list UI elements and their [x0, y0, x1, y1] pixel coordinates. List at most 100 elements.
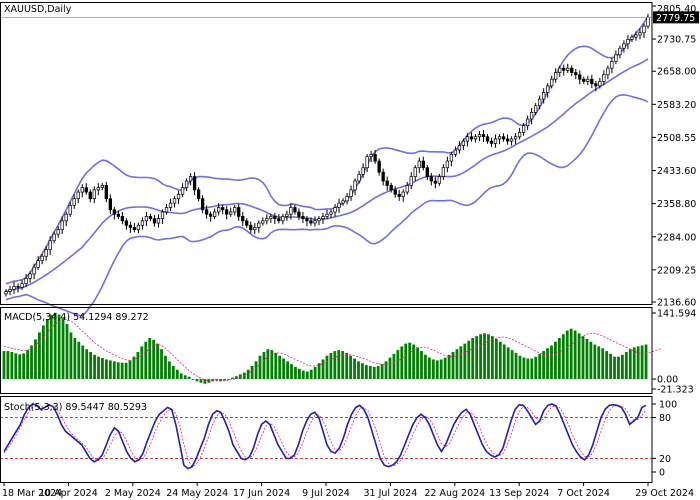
- macd-histogram-bar: [152, 339, 156, 380]
- price-tick-label: 2136.60: [657, 298, 696, 309]
- macd-histogram-bar: [585, 338, 589, 380]
- candle: [237, 207, 241, 217]
- macd-histogram-bar: [569, 328, 573, 380]
- macd-histogram-bar: [325, 355, 329, 380]
- macd-histogram-bar: [10, 351, 14, 380]
- macd-histogram-bar: [404, 343, 408, 380]
- macd-histogram-bar: [2, 351, 6, 380]
- candle: [221, 207, 225, 211]
- candle: [196, 189, 201, 200]
- candle: [542, 92, 546, 100]
- macd-histogram-bar: [400, 346, 404, 380]
- candle: [192, 176, 197, 191]
- macd-histogram-bar: [112, 361, 116, 380]
- macd-histogram-bar: [526, 358, 530, 380]
- candle: [245, 220, 249, 226]
- candle: [132, 227, 137, 231]
- macd-histogram-bar: [140, 346, 144, 380]
- macd-signal-line: [3, 318, 662, 382]
- candle: [4, 291, 8, 295]
- candle: [233, 207, 237, 213]
- candle: [16, 285, 20, 288]
- candle: [345, 196, 349, 202]
- candle: [148, 216, 153, 219]
- macd-histogram-bar: [577, 333, 581, 380]
- candle: [180, 187, 185, 195]
- candle: [566, 67, 570, 71]
- macd-histogram-bar: [116, 362, 120, 380]
- macd-panel[interactable]: 141.594 0.00-21.323: [2, 309, 697, 396]
- candle: [44, 249, 48, 257]
- candle: [156, 218, 161, 224]
- macd-histogram-bar: [546, 348, 549, 380]
- macd-histogram-bar: [309, 369, 313, 380]
- candle: [361, 167, 365, 175]
- candle: [618, 47, 622, 56]
- macd-histogram-bar: [573, 330, 577, 380]
- candle: [208, 213, 213, 217]
- macd-histogram-bar: [246, 369, 250, 380]
- candle: [558, 67, 562, 73]
- candle: [317, 218, 321, 222]
- macd-histogram-bar: [132, 356, 136, 380]
- candle: [76, 191, 80, 200]
- price-panel[interactable]: 2730.75 2658.00 2583.20 2508.55 2433.60 2358.…: [0, 4, 699, 317]
- macd-histogram-bar: [156, 343, 159, 380]
- stoch-main-line: [3, 403, 647, 470]
- stochastic-panel[interactable]: 100 80 20 0: [0, 400, 677, 479]
- macd-histogram-bar: [242, 372, 246, 380]
- candle: [626, 39, 630, 45]
- candle: [341, 200, 345, 204]
- macd-histogram-bar: [597, 346, 601, 380]
- candle: [124, 220, 129, 226]
- macd-histogram-bar: [487, 334, 490, 380]
- macd-histogram-bar: [494, 338, 498, 380]
- macd-histogram-bar: [219, 379, 223, 382]
- macd-histogram-bar: [613, 356, 616, 380]
- macd-histogram-bar: [522, 357, 526, 380]
- candle: [24, 278, 28, 285]
- macd-histogram-bar: [601, 348, 605, 380]
- macd-histogram-bar: [518, 355, 522, 380]
- candle: [642, 25, 646, 34]
- macd-histogram-bar: [364, 365, 368, 380]
- macd-histogram-bar: [104, 359, 108, 380]
- macd-histogram-bar: [561, 334, 565, 380]
- candle: [453, 149, 458, 155]
- candle: [32, 266, 36, 275]
- macd-histogram-bar: [447, 354, 451, 380]
- stoch-tick-label: 100: [659, 400, 677, 411]
- macd-histogram-bar: [168, 361, 171, 380]
- candle: [369, 154, 373, 158]
- price-panel-frame: [0, 2, 653, 305]
- candle: [469, 136, 474, 140]
- candle: [646, 17, 650, 27]
- candle: [409, 176, 413, 186]
- candle: [501, 136, 506, 140]
- candle: [40, 255, 44, 262]
- candle: [273, 216, 277, 219]
- macd-histogram-bar: [416, 347, 419, 380]
- macd-histogram-bar: [120, 362, 124, 380]
- candle: [68, 204, 72, 215]
- candle: [301, 216, 305, 219]
- candle: [529, 112, 534, 120]
- candle: [88, 191, 92, 200]
- candle: [48, 240, 52, 250]
- candle: [638, 32, 642, 36]
- candle: [120, 216, 125, 222]
- macd-histogram-bar: [207, 379, 211, 383]
- macd-histogram-bar: [345, 352, 349, 380]
- candle: [445, 160, 450, 169]
- stoch-panel-frame: [0, 396, 653, 483]
- candle: [281, 216, 285, 222]
- macd-histogram-bar: [455, 349, 459, 380]
- candle: [309, 220, 313, 224]
- macd-histogram-bar: [108, 360, 112, 380]
- stoch-label: Stoch(5,3,3) 89.5447 80.5293: [4, 402, 147, 413]
- candle: [249, 224, 253, 231]
- macd-histogram-bar: [41, 325, 45, 380]
- candle: [36, 260, 40, 268]
- time-tick-label: 7 Oct 2024: [557, 488, 610, 499]
